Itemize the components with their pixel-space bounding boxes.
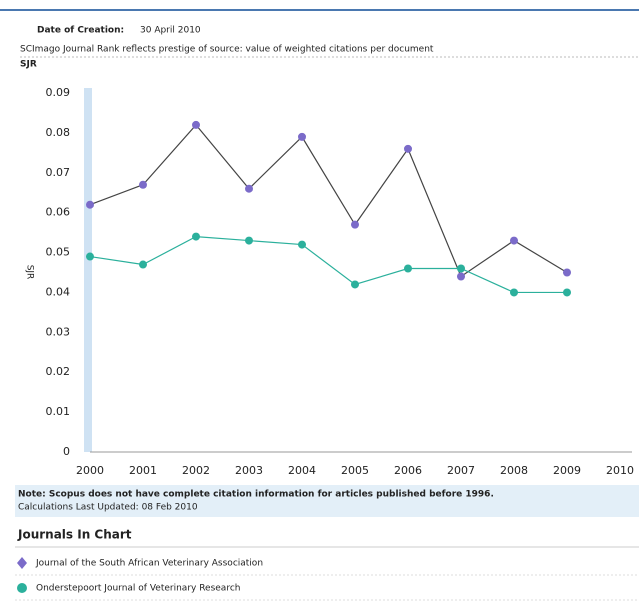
y-tick-label: 0.02 — [46, 365, 71, 378]
data-point — [563, 268, 571, 277]
series-line — [89, 235, 567, 294]
data-point — [192, 232, 200, 241]
x-tick-label: 2008 — [500, 464, 528, 477]
legend-marker — [17, 583, 27, 593]
plot: 0 0.01 0.02 0.03 0.04 0.05 0.06 0.07 0.08 0.09 200… — [46, 86, 635, 477]
highlight-band — [84, 88, 92, 452]
x-tick-label: 2004 — [288, 464, 316, 477]
y-tick-label: 0.04 — [46, 285, 71, 298]
x-tick-label: 2000 — [76, 464, 104, 477]
date: 30 April 2010 — [140, 26, 201, 36]
legend-title: Journals In Chart — [17, 528, 132, 542]
data-point — [563, 288, 571, 297]
data-point — [457, 264, 465, 273]
y-tick-label: 0.06 — [46, 206, 71, 219]
date-label: Date of Creation: — [37, 26, 124, 36]
y-tick-label: 0.08 — [46, 126, 71, 139]
axis-caption: SJR — [20, 60, 37, 70]
x-tick-label: 2009 — [553, 464, 581, 477]
data-point — [351, 220, 359, 229]
y-tick-label: 0 — [63, 445, 70, 458]
x-tick-label: 2001 — [129, 464, 157, 477]
data-point — [245, 184, 253, 193]
data-point — [404, 264, 412, 273]
data-point — [404, 144, 412, 153]
x-tick-label: 2003 — [235, 464, 263, 477]
description: SCImago Journal Rank reflects prestige o… — [20, 45, 434, 55]
y-tick-label: 0.03 — [46, 325, 71, 338]
y-axis-label: SJR — [25, 265, 35, 280]
data-point — [510, 288, 518, 297]
data-point — [86, 200, 94, 209]
note: Note: Scopus does not have complete cita… — [18, 490, 494, 500]
note-band — [15, 485, 639, 517]
data-point — [192, 120, 200, 129]
x-tick-label: 2007 — [447, 464, 475, 477]
data-point — [298, 240, 306, 249]
y-tick-label: 0.07 — [46, 166, 71, 179]
data-point — [510, 236, 518, 245]
x-tick-label: 2005 — [341, 464, 369, 477]
y-tick-label: 0.09 — [46, 86, 71, 99]
x-tick-label: 2006 — [394, 464, 422, 477]
data-point — [457, 272, 465, 281]
x-tick-label: 2002 — [182, 464, 210, 477]
data-point — [86, 252, 94, 261]
y-tick-label: 0.05 — [46, 246, 71, 259]
y-tick-label: 0.01 — [46, 405, 71, 418]
data-point — [245, 236, 253, 245]
data-point — [298, 132, 306, 141]
updated: Calculations Last Updated: 08 Feb 2010 — [18, 503, 198, 513]
data-point — [139, 260, 147, 269]
legend: Journal of the South African Veterinary … — [15, 557, 639, 601]
legend-label: Journal of the South African Veterinary … — [35, 559, 263, 569]
data-point — [351, 280, 359, 289]
series-line — [89, 123, 568, 278]
legend-label: Onderstepoort Journal of Veterinary Rese… — [36, 584, 240, 594]
legend-marker — [17, 557, 27, 569]
data-point — [139, 180, 147, 189]
x-tick-label: 2010 — [606, 464, 634, 477]
